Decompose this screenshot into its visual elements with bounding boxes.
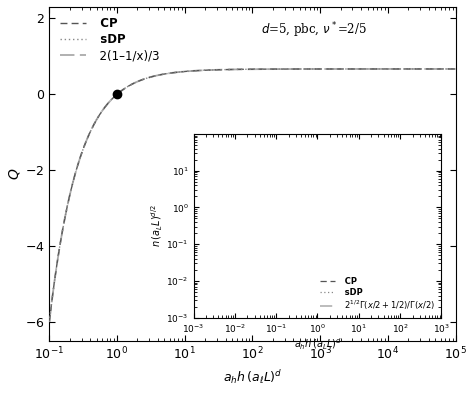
Legend:   CP,   sDP,   2(1–1/x)/3: CP, sDP, 2(1–1/x)/3	[56, 13, 164, 67]
X-axis label: $a_h h\,(a_\ell L)^d$: $a_h h\,(a_\ell L)^d$	[223, 368, 282, 386]
Y-axis label: $Q$: $Q$	[7, 168, 22, 180]
Text: $d$=5, pbc, $\nu^*$=2/5: $d$=5, pbc, $\nu^*$=2/5	[261, 20, 366, 40]
